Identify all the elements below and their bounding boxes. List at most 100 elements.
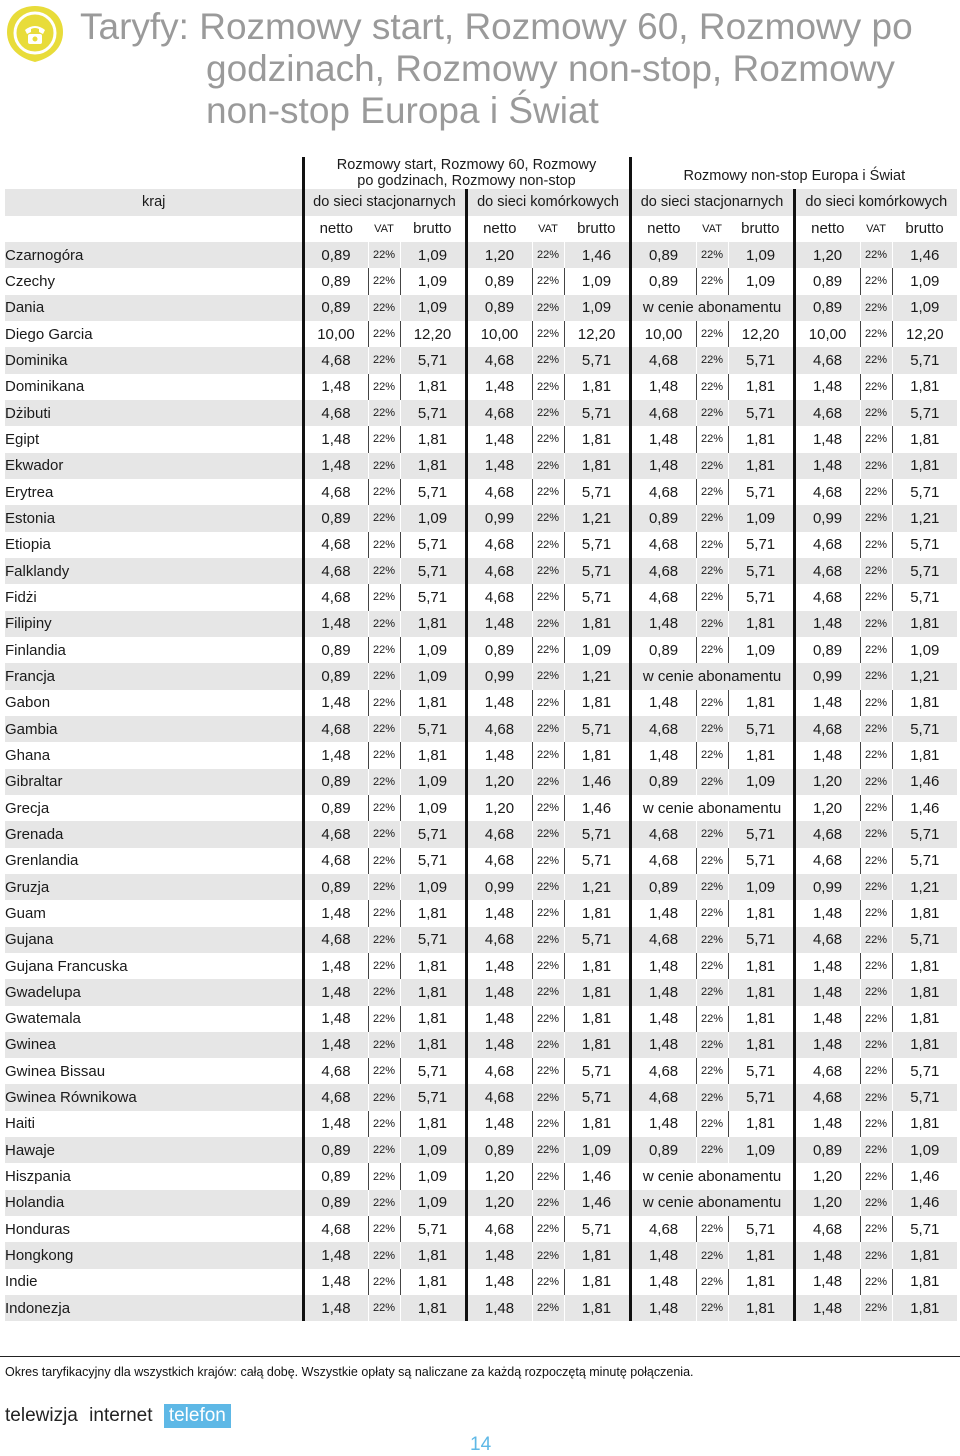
net-price: 4,68: [464, 399, 532, 427]
gross-price: 5,71: [417, 483, 448, 501]
gross-price: 1,81: [581, 430, 612, 448]
table-row: Gwinea 1,48 22% 1,81 1,48 22% 1,81 1,48 22% 1,81 1…: [5, 1031, 958, 1059]
net-price: 1,48: [464, 1110, 532, 1138]
group-header-europe-world: Rozmowy non-stop Europa i Świat: [628, 157, 958, 190]
footnote: Okres taryfikacyjny dla wszystkich krajó…: [5, 1365, 694, 1379]
gross-price: 1,81: [910, 957, 940, 975]
country-name: Indonezja: [5, 1295, 303, 1322]
vat-rate: 22%: [531, 557, 565, 585]
vat-rate: 22%: [859, 1031, 893, 1059]
column-header-row: netto VAT brutto netto VAT brutto netto VAT brut…: [5, 215, 957, 242]
gross-price: 1,81: [745, 378, 776, 396]
gross-price: 1,21: [892, 663, 958, 690]
vat-rate: 22%: [531, 926, 565, 953]
table-row: Fidżi 4,68 22% 5,71 4,68 22% 5,71 4,68 22% 5,71 4,…: [5, 584, 957, 611]
vat-rate: 22%: [695, 873, 729, 901]
net-price: 4,68: [628, 821, 697, 848]
country-name: Holandia: [5, 1189, 303, 1217]
net-price: 1,48: [301, 610, 368, 637]
country-name: Filipiny: [5, 610, 303, 637]
net-price: 4,68: [464, 715, 532, 743]
group-left-line-1: Rozmowy start, Rozmowy 60, Rozmowy: [336, 157, 597, 174]
country-name: Erytrea: [5, 483, 54, 501]
net-price: 1,48: [464, 1031, 532, 1059]
gross-price: 1,81: [910, 430, 940, 448]
table-row: Gwadelupa 1,48 22% 1,81 1,48 22% 1,81 1,48 22% 1,…: [5, 979, 958, 1006]
vat-rate: 22%: [695, 452, 729, 479]
gross-price: 1,81: [564, 1295, 631, 1322]
gross-price: 1,09: [400, 505, 466, 532]
net-price: 10,00: [301, 320, 368, 348]
table-row: Etiopia 4,68 22% 5,71 4,68 22% 5,71 4,68 22% 5,71…: [5, 531, 957, 558]
vat-rate: 22%: [367, 268, 401, 295]
vat-rate: 22%: [367, 1005, 401, 1032]
vat-rate: 22%: [531, 1137, 565, 1164]
net-price: 1,48: [464, 452, 532, 479]
gross-price: 1,81: [892, 452, 958, 479]
gross-price: 5,71: [910, 1062, 940, 1080]
table-row: Estonia 0,89 22% 1,09 0,99 22% 1,21 0,89 22% 1,09…: [5, 505, 958, 532]
net-price: 1,48: [301, 689, 368, 716]
country-header: kraj: [5, 189, 303, 216]
gross-price: 1,09: [417, 799, 448, 817]
gross-price: 1,09: [400, 1137, 466, 1164]
group-header-domestic-plans: Rozmowy start, Rozmowy 60, Rozmowy po go…: [301, 157, 631, 190]
gross-price: 1,09: [728, 873, 795, 901]
net-price: 0,89: [301, 294, 368, 321]
net-price: 1,48: [628, 689, 697, 716]
vat-rate: 22%: [531, 505, 565, 532]
net-price: 0,89: [464, 1137, 532, 1164]
vat-rate: 22%: [531, 531, 565, 558]
gross-price: 1,09: [400, 768, 466, 795]
vat-rate: 22%: [531, 1110, 565, 1138]
included-in-subscription: w cenie abonamentu: [628, 294, 795, 321]
table-row: Gwinea Równikowa 4,68 22% 5,71 4,68 22% 5,71 4,…: [5, 1084, 958, 1111]
gross-price: 1,81: [745, 746, 776, 764]
net-price: 0,89: [792, 294, 861, 321]
country-name: Gabon: [5, 694, 51, 712]
gross-price: 1,81: [892, 1242, 958, 1269]
gross-price: 5,71: [417, 1062, 448, 1080]
table-row: Falklandy 4,68 22% 5,71 4,68 22% 5,71 4,68 22% 5,…: [5, 557, 958, 585]
vat-rate: 22%: [367, 768, 401, 795]
vat-rate: 22%: [859, 610, 893, 637]
vat-rate: 22%: [367, 1189, 401, 1217]
table-row: Haiti 1,48 22% 1,81 1,48 22% 1,81 1,48 22% 1,81 1,…: [5, 1110, 957, 1138]
brand-strip: telewizja internet telefon: [5, 1404, 237, 1428]
vat-rate: 22%: [695, 636, 729, 664]
net-price: 0,99: [464, 505, 532, 532]
vat-rate: 22%: [695, 1216, 729, 1243]
gross-price: 5,71: [910, 536, 940, 554]
net-price: 1,48: [792, 452, 861, 479]
vat-rate: 22%: [859, 294, 893, 321]
gross-price: 1,81: [417, 957, 448, 975]
net-price: 1,48: [301, 900, 368, 927]
gross-price: 1,46: [564, 241, 631, 269]
vat-rate: 22%: [859, 584, 893, 611]
vat-rate: 22%: [531, 1216, 565, 1243]
net-price: 1,48: [628, 742, 697, 769]
net-price: 1,48: [301, 742, 368, 769]
included-in-subscription: w cenie abonamentu: [628, 794, 795, 822]
vat-rate: 22%: [531, 742, 565, 769]
net-price: 0,89: [628, 505, 697, 532]
gross-price: 5,71: [417, 1220, 448, 1238]
table-row: Hiszpania 0,89 22% 1,09 1,20 22% 1,46 w cenie a…: [5, 1163, 957, 1190]
net-price: 4,68: [464, 478, 532, 506]
net-price: 4,68: [792, 847, 861, 874]
gross-price: 5,71: [581, 852, 612, 870]
net-price: 1,48: [464, 1268, 532, 1296]
net-price: 1,48: [464, 979, 532, 1006]
vat-rate: 22%: [859, 1084, 893, 1111]
gross-price: 1,81: [564, 1031, 631, 1059]
country-name: Gujana Francuska: [5, 957, 128, 975]
gross-price: 1,81: [745, 1010, 776, 1028]
vat-rate: 22%: [859, 347, 893, 374]
vat-rate: 22%: [695, 1110, 729, 1138]
country-name: Czarnogóra: [5, 241, 303, 269]
net-price: 0,89: [301, 1189, 368, 1217]
country-name: Fidżi: [5, 588, 37, 606]
vat-rate: 22%: [531, 952, 565, 980]
country-name: Gwadelupa: [5, 979, 303, 1006]
net-price: 1,48: [792, 373, 861, 400]
